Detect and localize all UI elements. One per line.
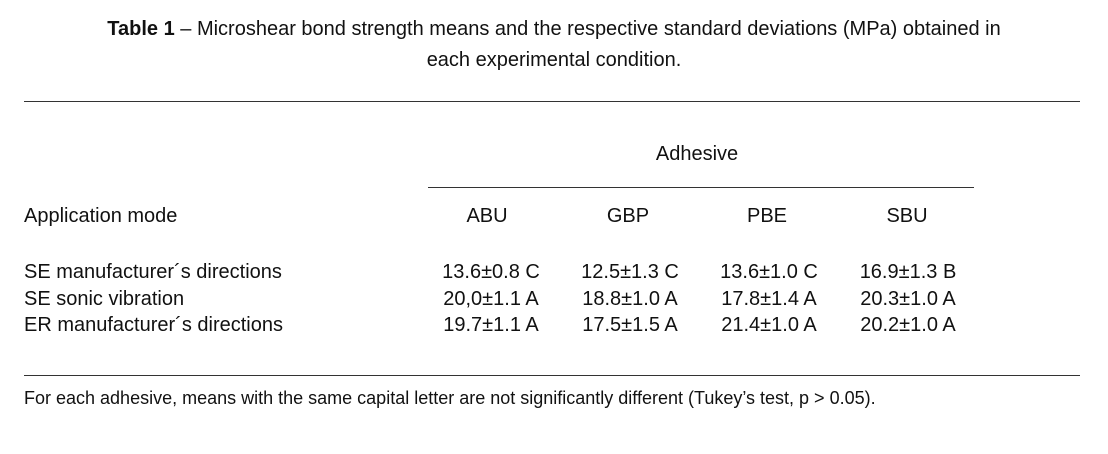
- table-cell: 18.8±1.0 A: [582, 288, 678, 310]
- table-cell: 17.8±1.4 A: [721, 288, 817, 310]
- table-cell: 20.2±1.0 A: [860, 314, 956, 336]
- table-cell: 20.3±1.0 A: [860, 288, 956, 310]
- table-cell: 16.9±1.3 B: [859, 261, 957, 283]
- caption-line-1: Table 1 – Microshear bond strength means…: [0, 14, 1108, 45]
- table-cell: 21.4±1.0 A: [721, 314, 817, 336]
- table-cell: 13.6±1.0 C: [720, 261, 818, 283]
- table-cell: 13.6±0.8 C: [442, 261, 540, 283]
- row-label: SE sonic vibration: [24, 288, 185, 310]
- group-header-rule: [428, 187, 974, 188]
- column-header-sbu: SBU: [886, 205, 928, 227]
- row-label: ER manufacturer´s directions: [24, 314, 283, 336]
- top-rule: [24, 101, 1080, 102]
- column-header-pbe: PBE: [746, 205, 788, 227]
- row-header: Application mode: [24, 205, 178, 227]
- column-header-gbp: GBP: [606, 205, 650, 227]
- table-caption: Table 1 – Microshear bond strength means…: [0, 14, 1108, 76]
- bottom-rule: [24, 375, 1080, 376]
- table-cell: 12.5±1.3 C: [581, 261, 679, 283]
- caption-text: – Microshear bond strength means and the…: [174, 18, 1001, 40]
- column-header-abu: ABU: [466, 205, 508, 227]
- table-footnote: For each adhesive, means with the same c…: [24, 388, 876, 408]
- table-cell: 17.5±1.5 A: [582, 314, 678, 336]
- row-label: SE manufacturer´s directions: [24, 261, 282, 283]
- caption-label: Table 1: [107, 18, 175, 40]
- caption-line-2: each experimental condition.: [426, 49, 682, 71]
- adhesive-group-header: Adhesive: [655, 143, 739, 165]
- table-cell: 20,0±1.1 A: [443, 288, 539, 310]
- table-cell: 19.7±1.1 A: [443, 314, 539, 336]
